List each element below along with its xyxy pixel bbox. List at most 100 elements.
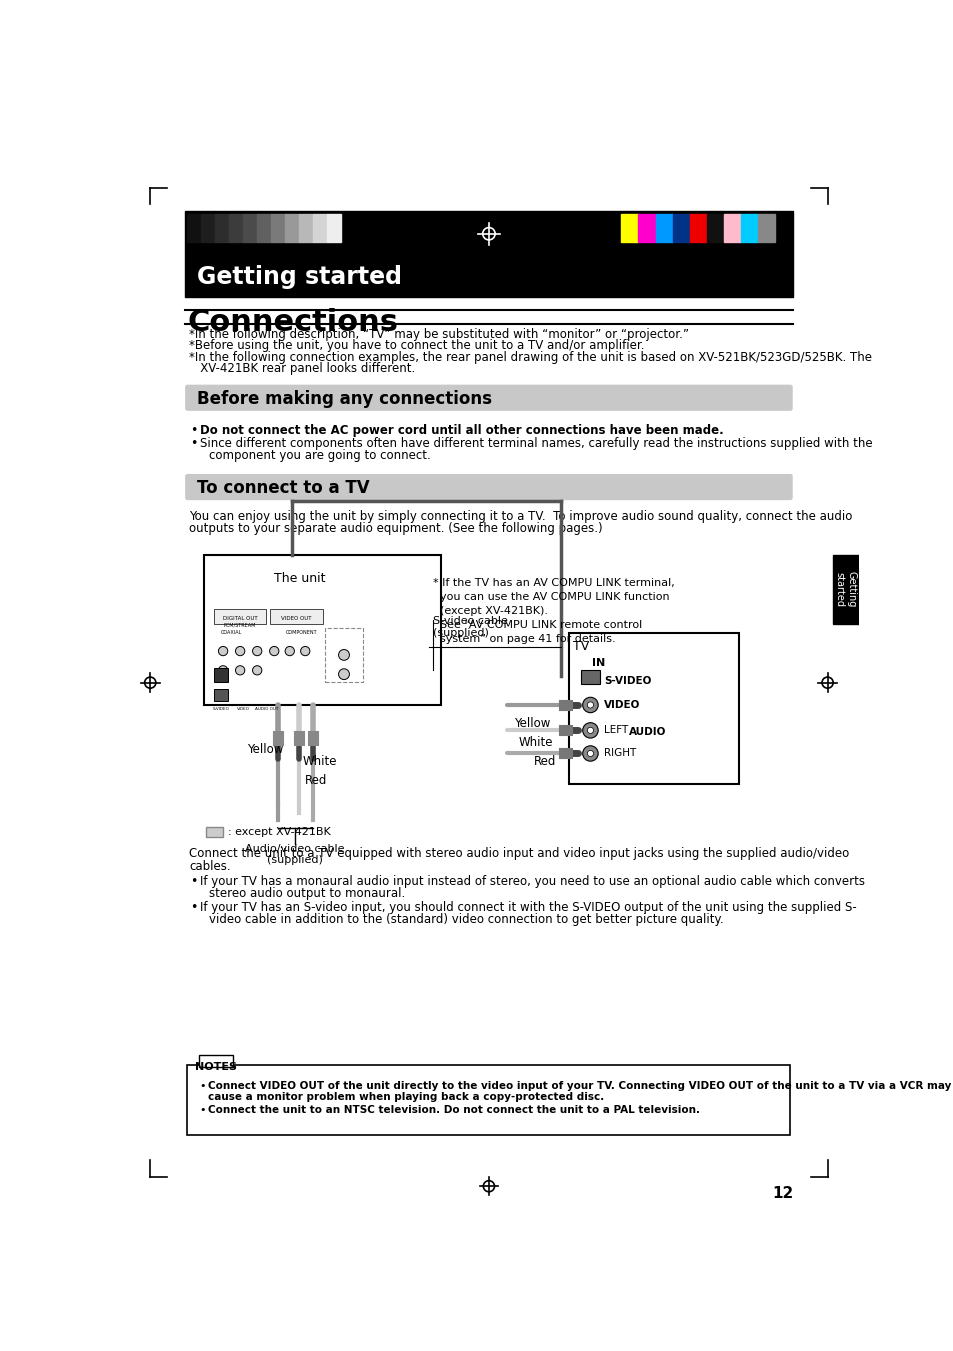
FancyBboxPatch shape <box>185 474 792 500</box>
Circle shape <box>218 646 228 655</box>
Circle shape <box>253 666 261 676</box>
Circle shape <box>582 697 598 713</box>
Text: AUDIO: AUDIO <box>629 727 666 736</box>
Bar <box>313 215 327 242</box>
Bar <box>206 827 223 836</box>
Circle shape <box>338 650 349 661</box>
Circle shape <box>218 666 228 676</box>
Text: Connect the unit to an NTSC television. Do not connect the unit to a PAL televis: Connect the unit to an NTSC television. … <box>208 1105 699 1116</box>
Text: *Before using the unit, you have to connect the unit to a TV and/or amplifier.: *Before using the unit, you have to conn… <box>189 339 644 353</box>
Text: Red: Red <box>305 774 327 788</box>
Circle shape <box>587 727 593 734</box>
Text: video cable in addition to the (standard) video connection to get better picture: video cable in addition to the (standard… <box>209 913 723 925</box>
Text: •: • <box>191 424 197 436</box>
Text: AUDIO OUT: AUDIO OUT <box>254 707 278 711</box>
FancyBboxPatch shape <box>185 385 792 411</box>
Text: The unit: The unit <box>274 571 325 585</box>
Text: •: • <box>199 1081 206 1090</box>
Bar <box>689 215 706 242</box>
Bar <box>740 215 757 242</box>
Circle shape <box>582 746 598 761</box>
Bar <box>215 215 229 242</box>
Text: White: White <box>303 755 337 767</box>
Bar <box>229 215 243 242</box>
Circle shape <box>235 646 245 655</box>
Text: VIDEO OUT: VIDEO OUT <box>281 616 312 621</box>
Circle shape <box>235 666 245 676</box>
Bar <box>620 215 638 242</box>
Bar <box>187 1066 790 1135</box>
Text: NOTES: NOTES <box>195 1062 237 1073</box>
Circle shape <box>285 646 294 655</box>
Text: Do not connect the AC power cord until all other connections have been made.: Do not connect the AC power cord until a… <box>199 424 722 436</box>
Bar <box>270 609 323 624</box>
Bar <box>204 555 440 705</box>
Circle shape <box>587 750 593 757</box>
Text: Getting
started: Getting started <box>834 571 856 608</box>
Text: COAXIAL: COAXIAL <box>221 631 242 635</box>
Text: XV-421BK rear panel looks different.: XV-421BK rear panel looks different. <box>189 362 415 376</box>
Text: outputs to your separate audio equipment. (See the following pages.): outputs to your separate audio equipment… <box>189 521 602 535</box>
Bar <box>327 215 340 242</box>
Text: Yellow: Yellow <box>247 743 283 757</box>
Text: COMPONENT: COMPONENT <box>285 631 316 635</box>
Bar <box>213 667 228 682</box>
Bar <box>672 215 689 242</box>
Text: Yellow: Yellow <box>514 716 550 730</box>
Text: : except XV-421BK: : except XV-421BK <box>228 827 330 836</box>
Circle shape <box>587 703 593 708</box>
Text: If your TV has an S-video input, you should connect it with the S-VIDEO output o: If your TV has an S-video input, you sho… <box>199 901 856 915</box>
Text: VIDEO: VIDEO <box>604 700 640 711</box>
Text: S-video cable
(supplied): S-video cable (supplied) <box>433 616 507 638</box>
Bar <box>271 215 285 242</box>
Bar <box>201 215 215 242</box>
Bar <box>324 628 363 682</box>
Text: •: • <box>191 875 197 888</box>
Bar <box>723 215 740 242</box>
Bar <box>832 555 858 624</box>
Text: Audio/video cable
(supplied): Audio/video cable (supplied) <box>245 843 345 865</box>
Text: S-VIDEO: S-VIDEO <box>213 707 229 711</box>
Text: •: • <box>191 901 197 915</box>
Text: Connections: Connections <box>187 308 398 338</box>
Text: *In the following connection examples, the rear panel drawing of the unit is bas: *In the following connection examples, t… <box>189 351 871 363</box>
Bar <box>213 689 228 701</box>
Bar <box>243 215 257 242</box>
Circle shape <box>300 646 310 655</box>
Text: stereo audio output to monaural.: stereo audio output to monaural. <box>209 886 405 900</box>
Text: component you are going to connect.: component you are going to connect. <box>209 449 431 462</box>
Bar <box>199 1055 233 1067</box>
Text: Getting started: Getting started <box>196 265 401 289</box>
Text: cause a monitor problem when playing back a copy-protected disc.: cause a monitor problem when playing bac… <box>208 1092 603 1101</box>
Circle shape <box>582 723 598 738</box>
Text: TV: TV <box>572 639 588 653</box>
Text: •: • <box>191 436 197 450</box>
Text: To connect to a TV: To connect to a TV <box>196 478 369 497</box>
Bar <box>213 609 266 624</box>
Text: Red: Red <box>534 755 556 767</box>
Bar <box>285 215 298 242</box>
Text: Connect the unit to a TV equipped with stereo audio input and video input jacks : Connect the unit to a TV equipped with s… <box>189 847 848 861</box>
Bar <box>706 215 723 242</box>
Text: cables.: cables. <box>189 859 231 873</box>
Bar <box>298 215 313 242</box>
Text: Connect VIDEO OUT of the unit directly to the video input of your TV. Connecting: Connect VIDEO OUT of the unit directly t… <box>208 1081 950 1090</box>
Bar <box>568 634 739 784</box>
Text: White: White <box>517 736 553 748</box>
Text: *In the following description, “TV” may be substituted with “monitor” or “projec: *In the following description, “TV” may … <box>189 328 688 340</box>
Text: * If the TV has an AV COMPU LINK terminal,
  you can use the AV COMPU LINK funct: * If the TV has an AV COMPU LINK termina… <box>433 578 674 644</box>
Bar <box>187 215 201 242</box>
Text: DIGITAL OUT: DIGITAL OUT <box>223 616 257 621</box>
Bar <box>185 211 793 297</box>
Text: PCM/STREAM: PCM/STREAM <box>224 623 256 628</box>
Circle shape <box>253 646 261 655</box>
Circle shape <box>338 669 349 680</box>
Text: VIDEO: VIDEO <box>236 707 250 711</box>
Text: LEFT: LEFT <box>604 725 628 735</box>
Text: You can enjoy using the unit by simply connecting it to a TV.  To improve audio : You can enjoy using the unit by simply c… <box>189 511 851 523</box>
Text: RIGHT: RIGHT <box>604 748 636 758</box>
Text: Before making any connections: Before making any connections <box>196 389 491 408</box>
Bar <box>655 215 672 242</box>
Text: Since different components often have different terminal names, carefully read t: Since different components often have di… <box>199 436 872 450</box>
Circle shape <box>270 646 278 655</box>
